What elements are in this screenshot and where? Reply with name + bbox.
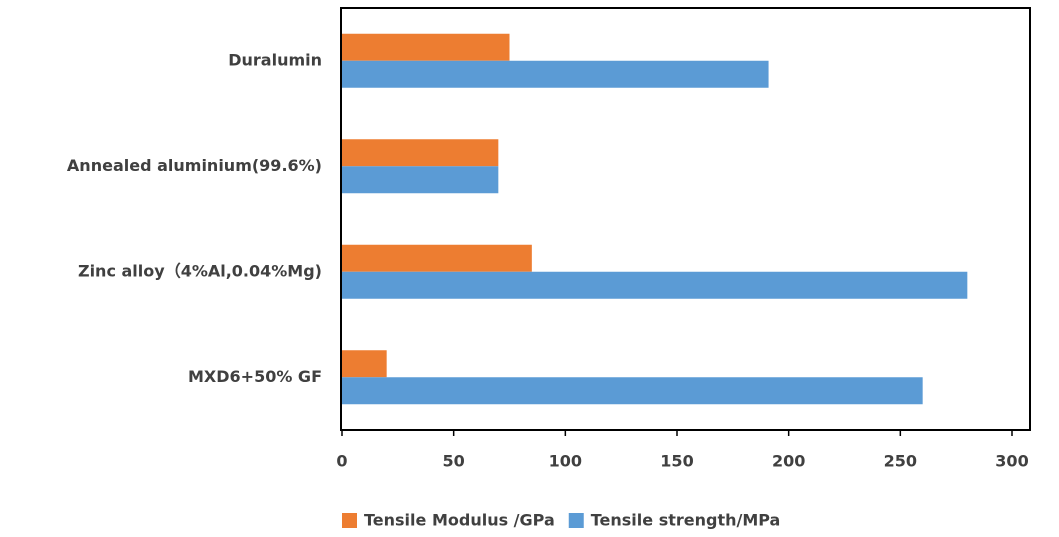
legend: Tensile Modulus /GPa Tensile strength/MPa <box>342 511 780 530</box>
bar <box>342 166 499 194</box>
x-tick-label: 300 <box>995 452 1028 471</box>
bar <box>342 139 499 167</box>
legend-swatch <box>342 513 357 528</box>
y-tick-label: Zinc alloy（4%Al,0.04%Mg) <box>78 261 322 280</box>
y-tick-label: MXD6+50% GF <box>188 367 322 386</box>
y-tick-label: Duralumin <box>228 50 322 69</box>
bar <box>342 350 387 378</box>
bar <box>342 271 968 299</box>
y-tick-label: Annealed aluminium(99.6%) <box>67 156 322 175</box>
bar <box>342 377 923 405</box>
legend-swatch <box>568 513 584 528</box>
bar <box>342 33 510 61</box>
legend-label: Tensile Modulus /GPa <box>364 511 555 530</box>
x-tick-label: 0 <box>336 452 347 471</box>
x-tick-label: 250 <box>884 452 917 471</box>
x-tick-label: 150 <box>660 452 693 471</box>
x-tick-label: 100 <box>549 452 582 471</box>
x-tick-label: 50 <box>443 452 465 471</box>
x-tick-label: 200 <box>772 452 805 471</box>
bar <box>342 60 769 88</box>
bar <box>342 244 532 272</box>
legend-label: Tensile strength/MPa <box>591 511 781 530</box>
plot-frame <box>340 7 1031 431</box>
